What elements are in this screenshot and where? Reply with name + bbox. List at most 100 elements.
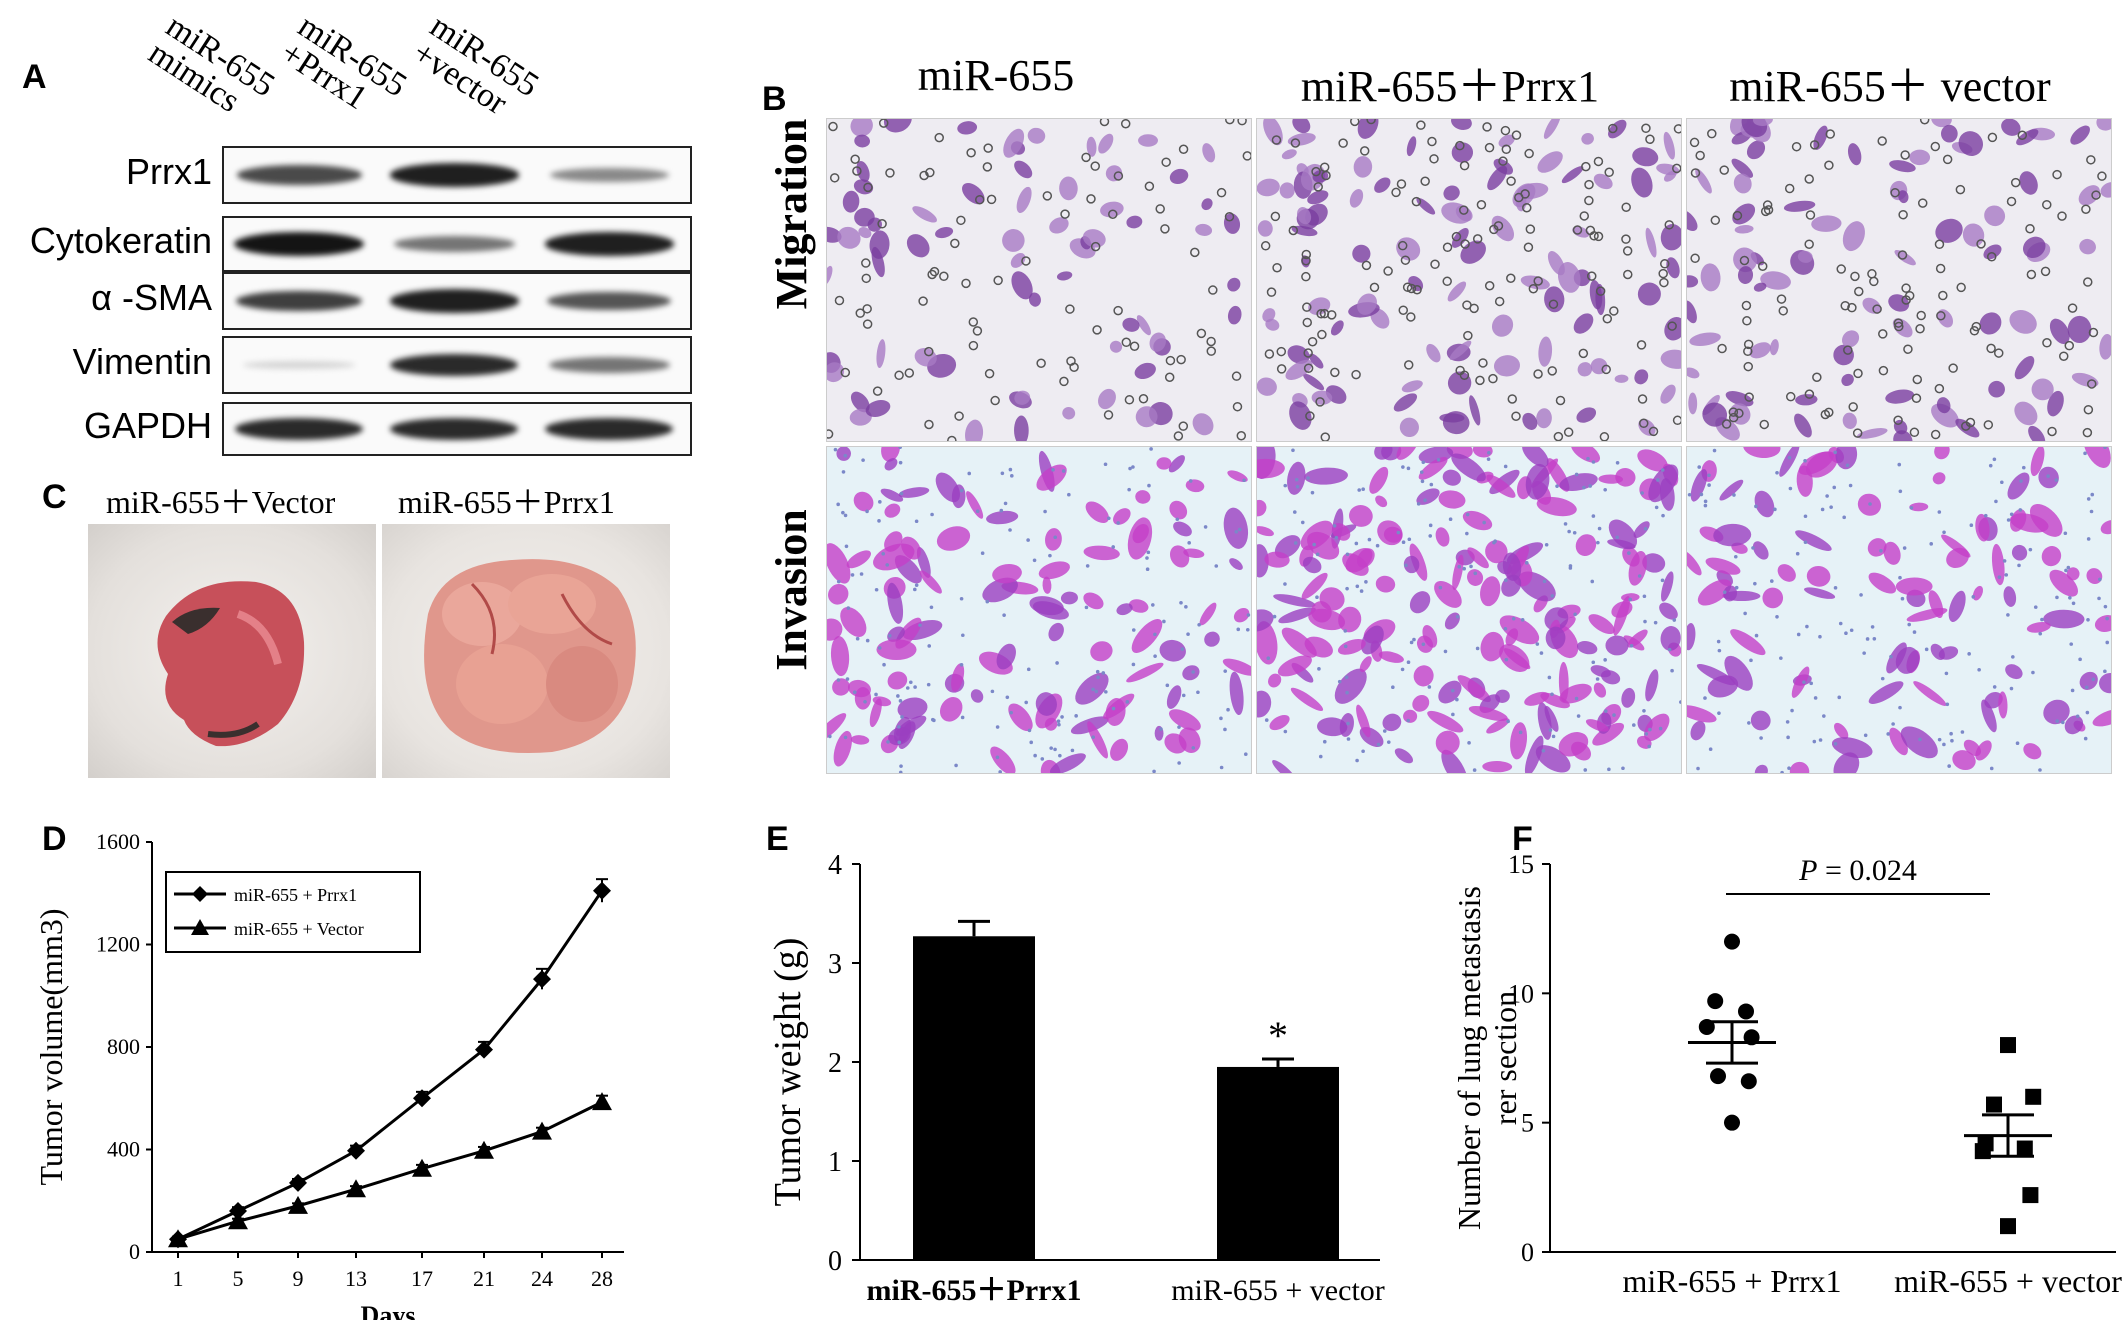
cell bbox=[1131, 618, 1163, 653]
cell bbox=[1984, 692, 2003, 709]
membrane-pore bbox=[1893, 318, 1904, 328]
dot bbox=[1708, 747, 1713, 752]
cell bbox=[1309, 353, 1324, 369]
blot-band bbox=[390, 353, 518, 377]
dot bbox=[1699, 492, 1704, 497]
cell bbox=[1516, 182, 1549, 199]
cell bbox=[1628, 551, 1647, 586]
cell bbox=[1734, 225, 1754, 234]
dot bbox=[1127, 487, 1131, 492]
membrane-pore bbox=[1272, 262, 1282, 273]
cell bbox=[1576, 407, 1597, 423]
cell bbox=[2071, 372, 2099, 388]
cell bbox=[1444, 612, 1460, 630]
y-tick-label: 0 bbox=[1521, 1238, 1534, 1267]
dot bbox=[845, 677, 850, 681]
cell bbox=[1233, 608, 1250, 623]
cell bbox=[1503, 648, 1531, 670]
membrane-pore bbox=[1442, 276, 1452, 287]
x-tick-label: miR-655＋Prrx1 bbox=[867, 1274, 1082, 1307]
dot bbox=[1796, 632, 1801, 637]
membrane-pore bbox=[2064, 340, 2075, 351]
membrane-pore bbox=[1315, 397, 1325, 407]
cell bbox=[990, 746, 1016, 773]
dot bbox=[886, 740, 890, 744]
membrane-pore bbox=[1938, 290, 1948, 301]
cell bbox=[849, 408, 872, 426]
cell bbox=[1524, 735, 1544, 773]
cell bbox=[1098, 388, 1116, 410]
dot bbox=[960, 715, 965, 720]
lane-header-2: miR-655 +vector bbox=[406, 7, 545, 130]
cell bbox=[1536, 408, 1552, 429]
dot bbox=[1085, 564, 1090, 568]
dot bbox=[2002, 559, 2007, 563]
cell bbox=[2026, 622, 2051, 633]
membrane-pore bbox=[1406, 283, 1417, 294]
cell bbox=[1401, 380, 1423, 393]
membrane-pore bbox=[1242, 151, 1251, 161]
membrane-pore bbox=[1805, 210, 1816, 220]
cell bbox=[1743, 447, 1781, 458]
membrane-pore bbox=[1912, 374, 1923, 385]
membrane-pore bbox=[1225, 119, 1235, 125]
membrane-pore bbox=[2086, 155, 2096, 165]
cell bbox=[965, 419, 984, 441]
cell bbox=[2070, 125, 2090, 145]
cell bbox=[1192, 413, 1214, 436]
membrane-pore bbox=[1636, 340, 1647, 350]
cell bbox=[865, 399, 891, 417]
cell bbox=[1889, 160, 1916, 173]
dot bbox=[1053, 747, 1057, 752]
dot bbox=[1009, 710, 1013, 715]
data-point bbox=[1724, 1114, 1740, 1131]
dot bbox=[1712, 448, 1717, 453]
dot bbox=[1868, 502, 1872, 506]
cell bbox=[2078, 185, 2100, 206]
cell bbox=[1659, 602, 1678, 620]
cell bbox=[939, 697, 963, 722]
cell bbox=[1687, 300, 1697, 324]
cell bbox=[1396, 447, 1419, 460]
cell bbox=[827, 265, 833, 286]
cell bbox=[1083, 545, 1120, 561]
dot bbox=[2071, 601, 2076, 606]
legend-marker bbox=[191, 919, 209, 935]
dot bbox=[1833, 586, 1838, 590]
dot bbox=[914, 583, 919, 587]
membrane-pore bbox=[1637, 394, 1648, 404]
cell bbox=[1547, 251, 1565, 276]
data-point bbox=[346, 1179, 366, 1198]
dot bbox=[1322, 739, 1327, 744]
micrograph-texture bbox=[827, 447, 1251, 773]
dot bbox=[1003, 501, 1008, 506]
membrane-pore bbox=[1638, 418, 1649, 429]
cell bbox=[1972, 585, 1984, 601]
dot bbox=[913, 587, 917, 592]
dot bbox=[2085, 710, 2090, 715]
dot bbox=[1145, 567, 1150, 572]
cell bbox=[1575, 534, 1597, 557]
dot bbox=[1482, 520, 1486, 525]
dot bbox=[1345, 552, 1350, 557]
dot bbox=[2063, 531, 2068, 536]
y-tick-label: 5 bbox=[1521, 1109, 1534, 1138]
membrane-pore bbox=[2047, 426, 2057, 437]
dot bbox=[1343, 644, 1348, 649]
tumor-volume-chart: 0 400 800 1200 1600 1 5 9 13 17 21 24 28 Days Tumor vo… bbox=[33, 829, 624, 1320]
cell bbox=[2023, 743, 2042, 760]
dot bbox=[1947, 764, 1951, 768]
membrane-pore bbox=[1840, 300, 1850, 311]
blot-strip bbox=[222, 216, 692, 272]
cell bbox=[1103, 693, 1135, 720]
membrane-pore bbox=[1848, 402, 1858, 412]
cell bbox=[1955, 418, 1980, 438]
cell bbox=[1227, 277, 1241, 292]
cell bbox=[1287, 132, 1316, 146]
cell bbox=[1797, 250, 1813, 263]
dot bbox=[2086, 497, 2091, 501]
dot bbox=[1421, 460, 1426, 465]
dot bbox=[1153, 654, 1157, 658]
membrane-pore bbox=[961, 278, 971, 289]
cell bbox=[1272, 760, 1297, 773]
